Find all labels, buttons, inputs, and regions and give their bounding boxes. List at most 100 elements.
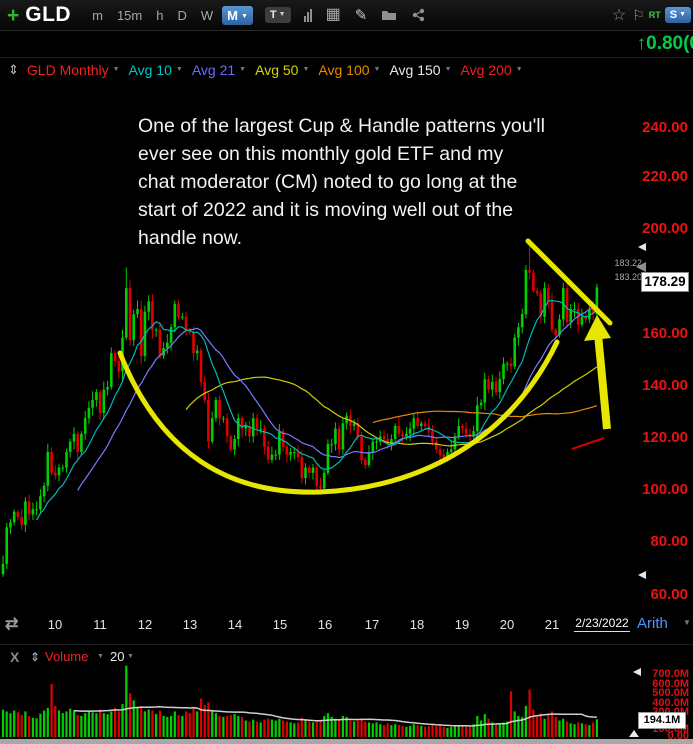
chevron-down-icon[interactable]: ▼ — [444, 66, 452, 73]
chevron-down-icon[interactable]: ▼ — [683, 618, 691, 627]
note-line: handle now. — [138, 227, 243, 249]
pencil-draw-icon[interactable]: ✎ — [354, 6, 368, 24]
sma-10-line[interactable] — [36, 299, 598, 521]
scale-type-label[interactable]: Arith — [637, 615, 668, 632]
timeframe-D[interactable]: D — [177, 7, 187, 23]
volume-tick-label: 400.0M — [652, 697, 689, 709]
year-label-14: 14 — [227, 617, 243, 632]
current-volume-box: 194.1M — [638, 712, 686, 729]
chevron-down-icon[interactable]: ▼ — [97, 653, 104, 660]
volume-ma-line[interactable] — [73, 706, 597, 727]
price-tick-label: 160.00 — [642, 325, 688, 342]
price-tick-label: 80.00 — [650, 533, 688, 550]
note-line: One of the largest Cup & Handle patterns… — [138, 115, 545, 137]
avg-label-avg-21[interactable]: Avg 21 — [191, 61, 236, 78]
tv-dropdown-button[interactable]: T ▼ — [264, 7, 291, 23]
pane-divider — [0, 644, 693, 645]
pan-scroll-icon[interactable]: ⇄ — [5, 616, 19, 633]
timeframe-15m[interactable]: 15m — [116, 7, 143, 23]
folder-icon[interactable] — [381, 9, 397, 21]
chevron-down-icon: ▼ — [240, 12, 248, 20]
volume-tick-label: 700.0M — [652, 668, 689, 680]
timeframe-W[interactable]: W — [200, 7, 214, 23]
reorder-updown-icon[interactable]: ⇕ — [30, 650, 41, 664]
avg-label-avg-150[interactable]: Avg 150 — [389, 61, 441, 78]
price-tick-label: 240.00 — [642, 119, 688, 136]
red-trendline[interactable] — [571, 437, 605, 450]
chevron-down-icon[interactable]: ▼ — [373, 66, 381, 73]
timeframe-M[interactable]: M ▼ — [222, 5, 253, 25]
top-toolbar: + GLD m 15m h D W M ▼ T ▼ ▦ ✎ ☆ ⚐ RT S ▼ — [0, 0, 693, 31]
year-label-16: 16 — [317, 617, 333, 632]
last-date-label[interactable]: 2/23/2022 — [574, 616, 630, 632]
breakout-arrow-shaft[interactable] — [594, 333, 611, 430]
avg-label-avg-50[interactable]: Avg 50 — [255, 61, 299, 78]
symbol-label[interactable]: GLD — [25, 3, 72, 26]
chart-title[interactable]: GLD Monthly — [26, 61, 109, 78]
note-line: start of 2022 and it is moving well out … — [138, 199, 514, 221]
avg-label-avg-100[interactable]: Avg 100 — [318, 61, 370, 78]
price-marker-label: 183.22 — [614, 258, 642, 268]
avg-label-avg-200[interactable]: Avg 200 — [460, 61, 512, 78]
price-tick-label: 120.00 — [642, 429, 688, 446]
share-icon[interactable] — [411, 8, 426, 22]
year-label-15: 15 — [272, 617, 288, 632]
year-label-18: 18 — [409, 617, 425, 632]
year-label-12: 12 — [137, 617, 153, 632]
price-tick-label: 220.00 — [642, 168, 688, 185]
chevron-down-icon[interactable]: ▼ — [127, 653, 134, 660]
price-tick-label: 200.00 — [642, 220, 688, 237]
volume-indicator-label[interactable]: Volume — [45, 649, 89, 664]
reorder-updown-icon[interactable]: ⇕ — [8, 61, 19, 77]
timeframe-buttons: m 15m h D W M ▼ — [85, 5, 255, 25]
indicator-bar: ⇕ GLD Monthly ▼ Avg 10 ▼ Avg 21 ▼ Avg 50 ▼ Avg… — [0, 57, 693, 81]
flag-icon[interactable]: ⚐ — [632, 6, 645, 23]
chevron-down-icon[interactable]: ▼ — [112, 66, 120, 73]
year-label-17: 17 — [364, 617, 380, 632]
favorite-star-icon[interactable]: ☆ — [611, 7, 627, 24]
price-tick-label: 140.00 — [642, 377, 688, 394]
window-bottom-edge — [0, 739, 693, 744]
chevron-down-icon[interactable]: ▼ — [175, 66, 183, 73]
handle-trendline[interactable] — [525, 238, 613, 326]
realtime-badge: RT — [648, 10, 661, 20]
price-change-text: ↑0.80(0 — [636, 33, 693, 54]
table-add-icon[interactable]: ▦ — [325, 6, 341, 23]
add-symbol-icon[interactable]: + — [7, 3, 20, 27]
cup-drawing[interactable] — [117, 339, 560, 495]
volume-bars-icon[interactable] — [303, 8, 312, 22]
price-tick-label: 60.00 — [650, 586, 688, 603]
chevron-down-icon[interactable]: ▼ — [515, 66, 523, 73]
current-price-box: 178.29 — [641, 272, 689, 292]
scale-marker-icon — [638, 571, 646, 579]
note-line: chat moderator (CM) noted to go long at … — [138, 171, 518, 193]
volume-close-button[interactable]: X — [10, 649, 20, 665]
sma-50-line[interactable] — [185, 366, 598, 447]
chart-note-text[interactable]: One of the largest Cup & Handle patterns… — [138, 112, 545, 252]
year-label-10: 10 — [47, 617, 63, 632]
volume-ma-period-label[interactable]: 20 — [110, 649, 125, 664]
volume-tick-label: 600.0M — [652, 678, 689, 690]
price-tick-label: 100.00 — [642, 481, 688, 498]
timeframe-h[interactable]: h — [156, 7, 164, 23]
scale-marker-icon — [636, 262, 646, 272]
chevron-down-icon[interactable]: ▼ — [302, 66, 310, 73]
chevron-down-icon[interactable]: ▼ — [239, 66, 247, 73]
volume-tick-label: 500.0M — [652, 687, 689, 699]
year-label-20: 20 — [499, 617, 515, 632]
chevron-down-icon: ▼ — [278, 11, 286, 18]
avg-label-avg-10[interactable]: Avg 10 — [128, 61, 172, 78]
s-dropdown-button[interactable]: S ▼ — [664, 7, 691, 23]
year-label-21: 21 — [544, 617, 560, 632]
breakout-arrow-head[interactable] — [584, 315, 611, 341]
timeframe-m[interactable]: m — [92, 7, 103, 23]
chevron-down-icon: ▼ — [679, 11, 686, 18]
scale-marker-icon — [633, 668, 641, 676]
sma-100-line[interactable] — [372, 405, 598, 424]
year-label-11: 11 — [93, 617, 107, 632]
price-marker-label: 183.20 — [614, 272, 642, 282]
year-label-19: 19 — [454, 617, 470, 632]
note-line: ever see on this monthly gold ETF and my — [138, 143, 504, 165]
